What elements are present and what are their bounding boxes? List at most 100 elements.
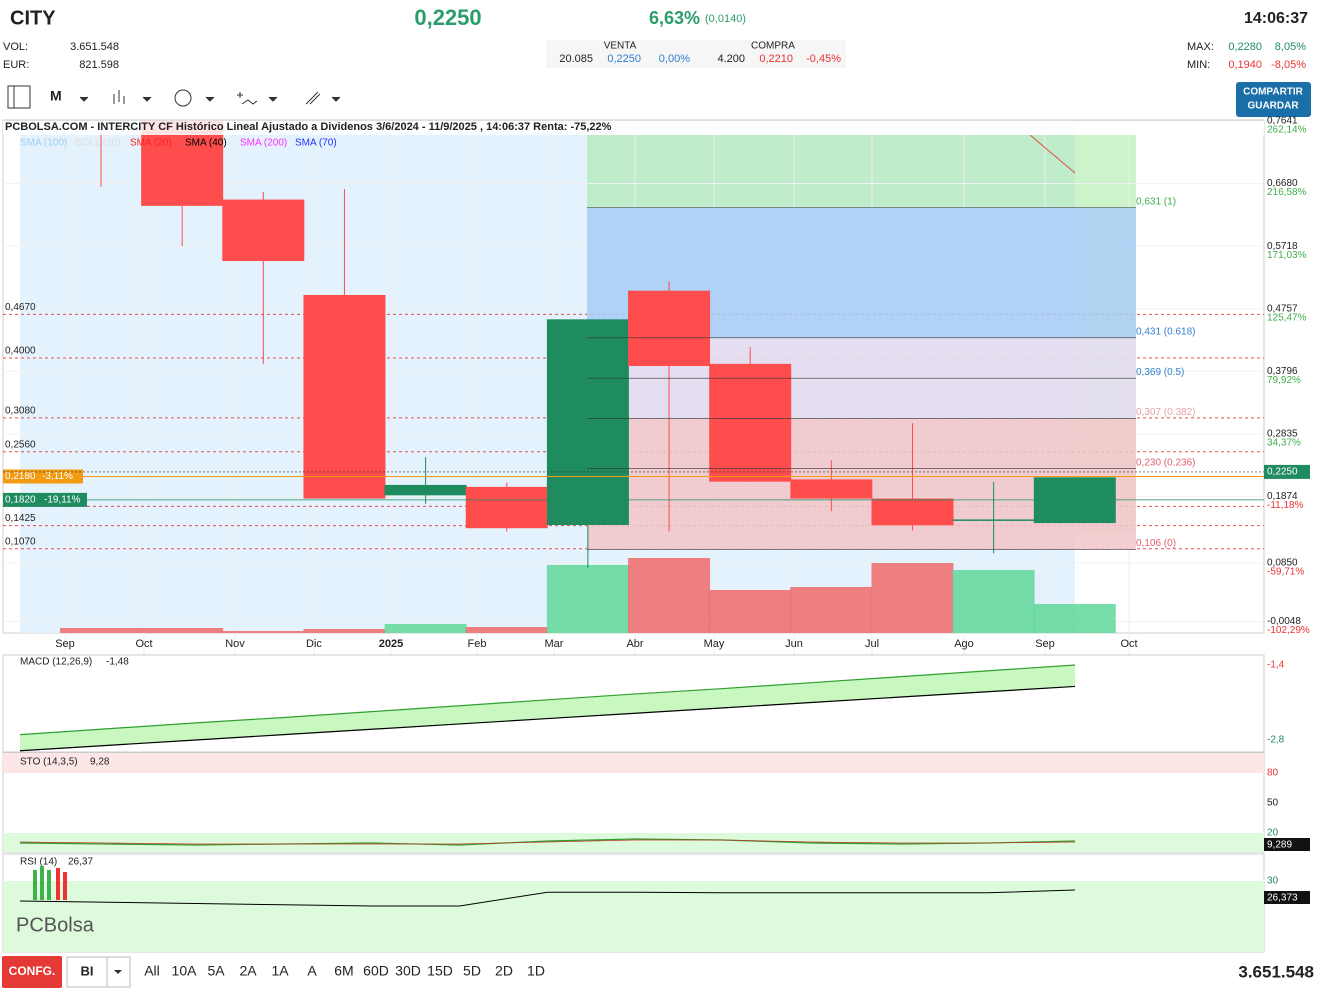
plot bbox=[60, 121, 1116, 633]
legend-entry: SMA (200) bbox=[240, 138, 287, 149]
indicator-icon[interactable] bbox=[237, 92, 258, 105]
y-tick-pct: 216,58% bbox=[1267, 187, 1307, 198]
sto-label: STO (14,3,5) bbox=[20, 757, 78, 768]
candle-body bbox=[709, 363, 792, 482]
rsi-last: 26,373 bbox=[1267, 893, 1298, 904]
y-tick-pct: -102,29% bbox=[1267, 625, 1310, 636]
x-tick-label: Jun bbox=[785, 638, 803, 650]
price: 0,2250 bbox=[414, 5, 481, 30]
orange-tag bbox=[3, 469, 83, 484]
max-pct: 8,05% bbox=[1275, 41, 1306, 53]
level-label: 0,1425 bbox=[5, 513, 36, 524]
venta-label: VENTA bbox=[604, 41, 637, 52]
settings-icon[interactable] bbox=[174, 89, 192, 107]
share-label[interactable]: COMPARTIR bbox=[1243, 87, 1304, 98]
max: 0,2280 bbox=[1228, 41, 1262, 53]
volume-bar bbox=[709, 590, 792, 633]
change-abs: (0,0140) bbox=[705, 13, 746, 25]
macd-tick: -2,8 bbox=[1267, 735, 1285, 746]
level-label: 0,3080 bbox=[5, 406, 36, 417]
period-button[interactable]: 5A bbox=[207, 963, 225, 979]
macd-tick: -1,4 bbox=[1267, 660, 1285, 671]
x-tick-label: Nov bbox=[225, 638, 245, 650]
period-button[interactable]: 60D bbox=[363, 963, 389, 979]
candle-body bbox=[952, 519, 1035, 521]
volume-bar bbox=[628, 558, 711, 633]
sto-last: 9,289 bbox=[1267, 840, 1292, 851]
candles-icon[interactable] bbox=[113, 90, 125, 104]
min-pct: -8,05% bbox=[1271, 59, 1306, 71]
last-label: 0,2250 bbox=[1267, 467, 1298, 478]
toolbar bbox=[7, 85, 341, 109]
macd-label: MACD (12,26,9) bbox=[20, 657, 92, 668]
volume-bar bbox=[1033, 604, 1116, 633]
chart-title: PCBOLSA.COM - INTERCITY CF Histórico Lin… bbox=[5, 121, 612, 133]
fib-label: 0,631 (1) bbox=[1136, 196, 1176, 207]
rsi-line bbox=[19, 889, 1076, 907]
volume-bar bbox=[952, 570, 1035, 633]
period-button[interactable]: 15D bbox=[427, 963, 453, 979]
legend-entry: SMA (20) bbox=[130, 138, 172, 149]
config-button[interactable] bbox=[2, 956, 62, 988]
sto-oversold bbox=[3, 833, 1264, 852]
sto-k bbox=[19, 838, 1076, 846]
period-button[interactable]: All bbox=[144, 963, 160, 979]
eur: 821.598 bbox=[79, 59, 119, 71]
min-label: MIN: bbox=[1187, 59, 1210, 71]
level-label: 0,4000 bbox=[5, 346, 36, 357]
y-tick-pct: 262,14% bbox=[1267, 125, 1307, 136]
legend-entry: BOLL (20) bbox=[75, 138, 121, 149]
y-tick-label: 0,4757 bbox=[1267, 303, 1298, 314]
volume-bar bbox=[141, 628, 224, 633]
period-button[interactable]: 1D bbox=[527, 963, 545, 979]
period[interactable]: M bbox=[50, 88, 62, 104]
period-button[interactable]: 5D bbox=[463, 963, 481, 979]
time: 14:06:37 bbox=[1244, 10, 1308, 27]
period-button[interactable]: A bbox=[307, 963, 317, 979]
level-label: 0,2560 bbox=[5, 439, 36, 450]
level-label: 0,1070 bbox=[5, 536, 36, 547]
select-label[interactable]: BI bbox=[81, 963, 94, 978]
compra-pct: -0,45% bbox=[806, 53, 841, 65]
volume-bar bbox=[222, 631, 305, 633]
period-button[interactable]: 30D bbox=[395, 963, 421, 979]
min: 0,1940 bbox=[1228, 59, 1262, 71]
x-tick-label: Jul bbox=[865, 638, 879, 650]
legend: SMA (100) BOLL (20) SMA (20) SMA (40) SMA (2… bbox=[20, 138, 337, 149]
y-tick-label: 0,3796 bbox=[1267, 366, 1298, 377]
select[interactable] bbox=[66, 956, 131, 988]
rsi-tick: 30 bbox=[1267, 876, 1279, 887]
y-tick-pct: 79,92% bbox=[1267, 375, 1301, 386]
candle-body bbox=[384, 484, 467, 496]
rsi-oversold bbox=[3, 881, 1264, 952]
green-pct: -19,11% bbox=[44, 495, 81, 506]
sto-tick: 20 bbox=[1267, 828, 1279, 839]
period-button[interactable]: 1A bbox=[271, 963, 289, 979]
period-button[interactable]: 10A bbox=[172, 963, 198, 979]
y-tick-label: 0,5718 bbox=[1267, 241, 1298, 252]
candle-body bbox=[871, 498, 954, 526]
x-tick-label: Sep bbox=[55, 638, 75, 650]
y-tick-pct: -11,18% bbox=[1267, 500, 1304, 511]
x-tick-label: Abr bbox=[626, 638, 643, 650]
title-bg bbox=[3, 121, 1264, 135]
config-label[interactable]: CONFG. bbox=[9, 964, 56, 978]
candle-body bbox=[465, 486, 548, 529]
period-button[interactable]: 2D bbox=[495, 963, 513, 979]
orange-label: 0,2180 bbox=[5, 471, 36, 482]
x-tick-label: Dic bbox=[306, 638, 322, 650]
green-tag bbox=[3, 492, 87, 507]
save-label[interactable]: GUARDAR bbox=[1247, 101, 1299, 112]
period-button[interactable]: 6M bbox=[334, 963, 353, 979]
venta-qty: 20.085 bbox=[559, 53, 593, 65]
fib-top-area bbox=[587, 135, 1136, 208]
share-button[interactable] bbox=[1236, 82, 1311, 117]
x-tick-label: Sep bbox=[1035, 638, 1055, 650]
draw-icon[interactable] bbox=[305, 91, 321, 105]
y-tick-label: -0,0048 bbox=[1267, 616, 1301, 627]
period-button[interactable]: 2A bbox=[239, 963, 257, 979]
y-tick-label: 0,6680 bbox=[1267, 178, 1298, 189]
panel-button[interactable] bbox=[7, 85, 31, 109]
